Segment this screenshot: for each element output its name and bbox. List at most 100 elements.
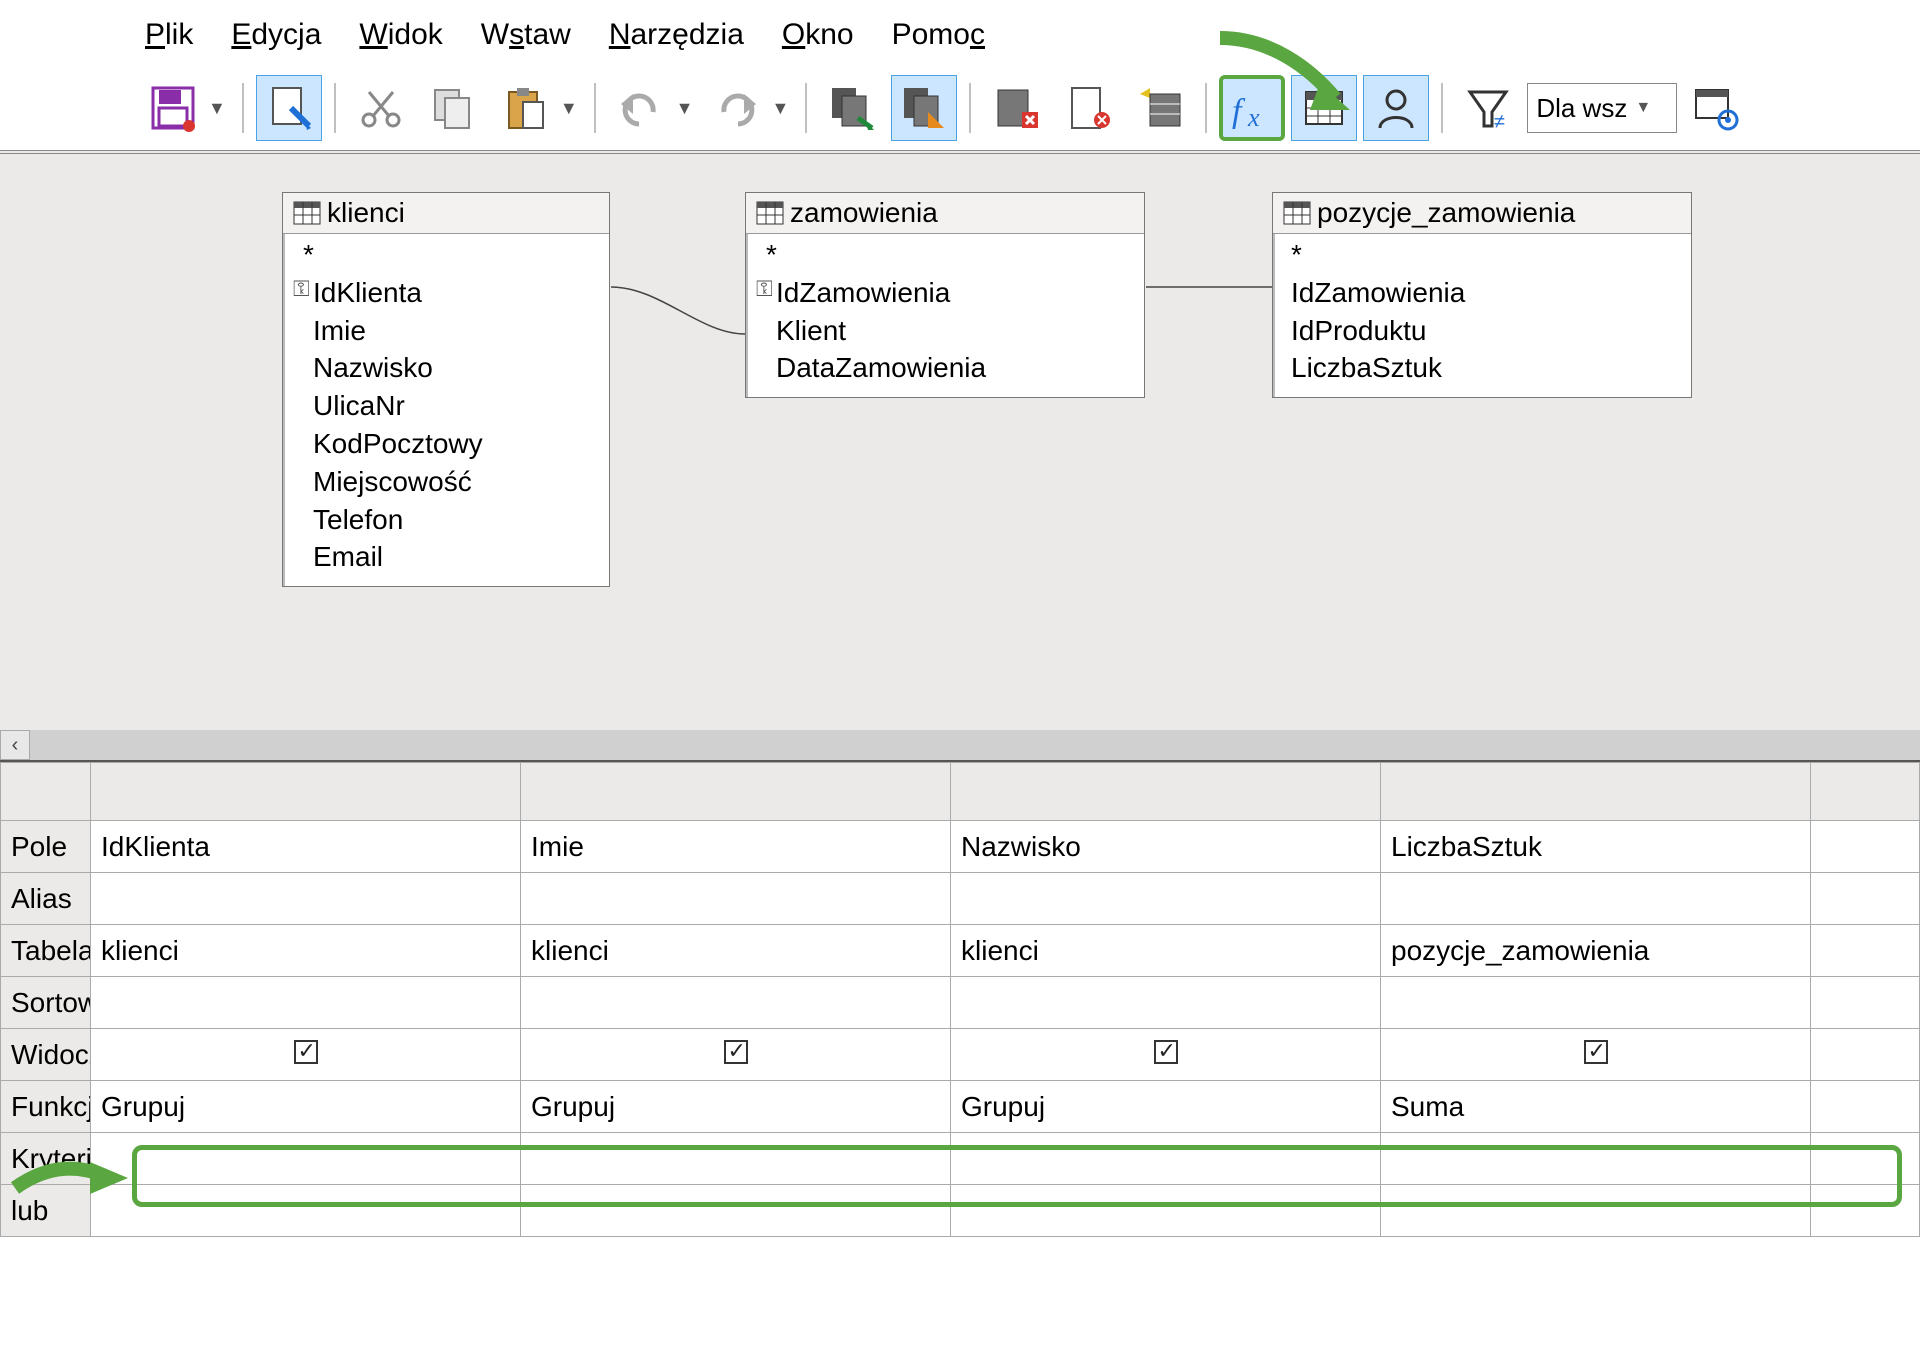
table-pozycje-zamowienia[interactable]: pozycje_zamowienia * IdZamowienia IdProd… <box>1272 192 1692 398</box>
cell[interactable] <box>521 1133 951 1185</box>
menu-wstaw[interactable]: Wstaw <box>481 18 571 52</box>
field-ulicanr[interactable]: UlicaNr <box>313 387 591 425</box>
cell[interactable] <box>951 1133 1381 1185</box>
visible-checkbox[interactable] <box>1811 1029 1920 1081</box>
cell[interactable] <box>521 1185 951 1237</box>
table-klienci[interactable]: klienci * IdKlienta Imie Nazwisko UlicaN… <box>282 192 610 587</box>
relations-pane[interactable]: klienci * IdKlienta Imie Nazwisko UlicaN… <box>0 150 1920 760</box>
save-button[interactable] <box>140 75 206 141</box>
criteria-grid[interactable]: Pole IdKlienta Imie Nazwisko LiczbaSztuk… <box>0 760 1920 1237</box>
field-imie[interactable]: Imie <box>313 312 591 350</box>
design-view-button[interactable] <box>891 75 957 141</box>
table-zamowienia[interactable]: zamowienia * IdZamowienia Klient DataZam… <box>745 192 1145 398</box>
redo-dropdown[interactable]: ▼ <box>771 98 789 119</box>
redo-button[interactable] <box>703 75 769 141</box>
field-star[interactable]: * <box>1291 236 1673 274</box>
cell[interactable]: klienci <box>91 925 521 977</box>
cell[interactable] <box>951 1185 1381 1237</box>
cell[interactable] <box>1811 1185 1920 1237</box>
cell[interactable] <box>521 977 951 1029</box>
run-query-button[interactable] <box>819 75 885 141</box>
distinct-button[interactable]: ≠ <box>1455 75 1521 141</box>
undo-button[interactable] <box>608 75 674 141</box>
field-kodpocztowy[interactable]: KodPocztowy <box>313 425 591 463</box>
field-idzamowienia[interactable]: IdZamowienia <box>776 274 1126 312</box>
edit-mode-button[interactable] <box>256 75 322 141</box>
field-idproduktu[interactable]: IdProduktu <box>1291 312 1673 350</box>
col-head[interactable] <box>91 763 521 821</box>
clear-query-button[interactable] <box>983 75 1049 141</box>
cell[interactable] <box>1381 977 1811 1029</box>
scroll-left-button[interactable]: ‹ <box>0 730 30 760</box>
cell[interactable] <box>91 873 521 925</box>
new-query-button[interactable] <box>1055 75 1121 141</box>
field-klient[interactable]: Klient <box>776 312 1126 350</box>
menu-pomoc[interactable]: Pomoc <box>892 18 985 52</box>
menu-okno[interactable]: Okno <box>782 18 854 52</box>
cut-button[interactable] <box>348 75 414 141</box>
limit-combo[interactable]: Dla wsz ▼ <box>1527 83 1677 133</box>
cell[interactable]: LiczbaSztuk <box>1381 821 1811 873</box>
field-nazwisko[interactable]: Nazwisko <box>313 349 591 387</box>
cell[interactable]: Grupuj <box>91 1081 521 1133</box>
field-liczbasztuk[interactable]: LiczbaSztuk <box>1291 349 1673 387</box>
menu-plik[interactable]: Plik <box>145 18 193 52</box>
cell[interactable]: Grupuj <box>951 1081 1381 1133</box>
cell[interactable] <box>91 1185 521 1237</box>
field-star[interactable]: * <box>303 236 591 274</box>
cell[interactable] <box>1381 873 1811 925</box>
cell[interactable] <box>1811 873 1920 925</box>
col-head[interactable] <box>1811 763 1920 821</box>
menu-bar: Plik Edycja Widok Wstaw Narzędzia Okno P… <box>0 0 1920 66</box>
add-table-button[interactable] <box>1127 75 1193 141</box>
field-idklienta[interactable]: IdKlienta <box>313 274 591 312</box>
cell[interactable]: klienci <box>951 925 1381 977</box>
row-tabela: Tabela klienci klienci klienci pozycje_z… <box>1 925 1920 977</box>
cell[interactable] <box>1381 1133 1811 1185</box>
cell[interactable]: Suma <box>1381 1081 1811 1133</box>
visible-checkbox[interactable] <box>91 1029 521 1081</box>
field-datazamowienia[interactable]: DataZamowienia <box>776 349 1126 387</box>
visible-checkbox[interactable] <box>951 1029 1381 1081</box>
cell[interactable] <box>91 977 521 1029</box>
undo-dropdown[interactable]: ▼ <box>676 98 694 119</box>
menu-edycja[interactable]: Edycja <box>231 18 321 52</box>
query-props-button[interactable] <box>1683 75 1749 141</box>
col-head[interactable] <box>1381 763 1811 821</box>
menu-narzedzia[interactable]: Narzędzia <box>609 18 744 52</box>
field-email[interactable]: Email <box>313 538 591 576</box>
cell[interactable] <box>1811 977 1920 1029</box>
cell[interactable] <box>1811 925 1920 977</box>
visible-checkbox[interactable] <box>521 1029 951 1081</box>
save-dropdown[interactable]: ▼ <box>208 98 226 119</box>
copy-button[interactable] <box>420 75 486 141</box>
col-head[interactable] <box>521 763 951 821</box>
aliases-button[interactable] <box>1363 75 1429 141</box>
table-names-button[interactable] <box>1291 75 1357 141</box>
paste-dropdown[interactable]: ▼ <box>560 98 578 119</box>
cell[interactable] <box>1811 1081 1920 1133</box>
cell[interactable] <box>1811 1133 1920 1185</box>
menu-widok[interactable]: Widok <box>359 18 442 52</box>
cell[interactable] <box>1811 821 1920 873</box>
cell[interactable] <box>951 873 1381 925</box>
hscroll[interactable]: ‹ <box>0 730 1920 760</box>
cell[interactable] <box>951 977 1381 1029</box>
col-head[interactable] <box>951 763 1381 821</box>
field-idzamowienia[interactable]: IdZamowienia <box>1291 274 1673 312</box>
cell[interactable] <box>1381 1185 1811 1237</box>
field-star[interactable]: * <box>766 236 1126 274</box>
cell[interactable] <box>91 1133 521 1185</box>
cell[interactable]: pozycje_zamowienia <box>1381 925 1811 977</box>
paste-button[interactable] <box>492 75 558 141</box>
cell[interactable]: Nazwisko <box>951 821 1381 873</box>
field-telefon[interactable]: Telefon <box>313 501 591 539</box>
visible-checkbox[interactable] <box>1381 1029 1811 1081</box>
cell[interactable]: klienci <box>521 925 951 977</box>
cell[interactable]: Grupuj <box>521 1081 951 1133</box>
cell[interactable]: IdKlienta <box>91 821 521 873</box>
cell[interactable]: Imie <box>521 821 951 873</box>
cell[interactable] <box>521 873 951 925</box>
field-miejscowosc[interactable]: Miejscowość <box>313 463 591 501</box>
functions-button[interactable]: fx <box>1219 75 1285 141</box>
